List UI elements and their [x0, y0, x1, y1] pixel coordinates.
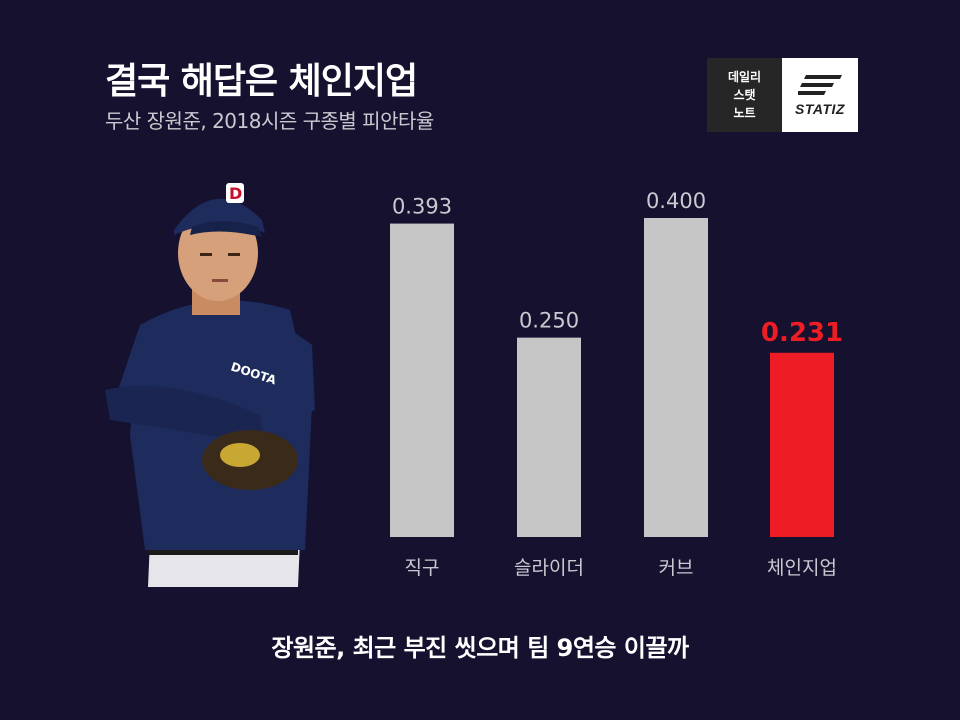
svg-text:D: D [229, 184, 242, 203]
bar-3 [770, 352, 834, 537]
category-label-0: 직구 [405, 557, 440, 579]
logo-line: 데일리 [727, 70, 762, 84]
daily-stat-note-badge: 데일리 스탯 노트 [707, 58, 782, 132]
logo-line: 노트 [733, 106, 756, 120]
statiz-wordmark: STATIZ [795, 101, 845, 117]
footer-caption: 장원준, 최근 부진 씻으며 팀 9연승 이끌까 [271, 634, 689, 662]
bar-1 [517, 337, 581, 537]
value-label-0: 0.393 [392, 195, 452, 219]
value-label-2: 0.400 [646, 189, 706, 213]
statiz-logo: 데일리 스탯 노트 STATIZ [707, 58, 858, 132]
logo-line: 스탯 [733, 88, 756, 102]
category-label-1: 슬라이더 [514, 557, 584, 579]
player-photo: DOOTA D [105, 183, 315, 587]
page-title: 결국 해답은 체인지업 [105, 61, 418, 102]
statiz-brand: STATIZ [782, 58, 858, 132]
value-label-3: 0.231 [761, 318, 843, 348]
bar-2 [644, 218, 708, 537]
statiz-mark-icon [798, 75, 842, 95]
value-label-1: 0.250 [519, 309, 579, 333]
page-subtitle: 두산 장원준, 2018시즌 구종별 피안타율 [105, 109, 434, 133]
category-label-2: 커브 [659, 557, 694, 579]
category-label-3: 체인지업 [767, 557, 837, 579]
bar-0 [390, 223, 454, 537]
